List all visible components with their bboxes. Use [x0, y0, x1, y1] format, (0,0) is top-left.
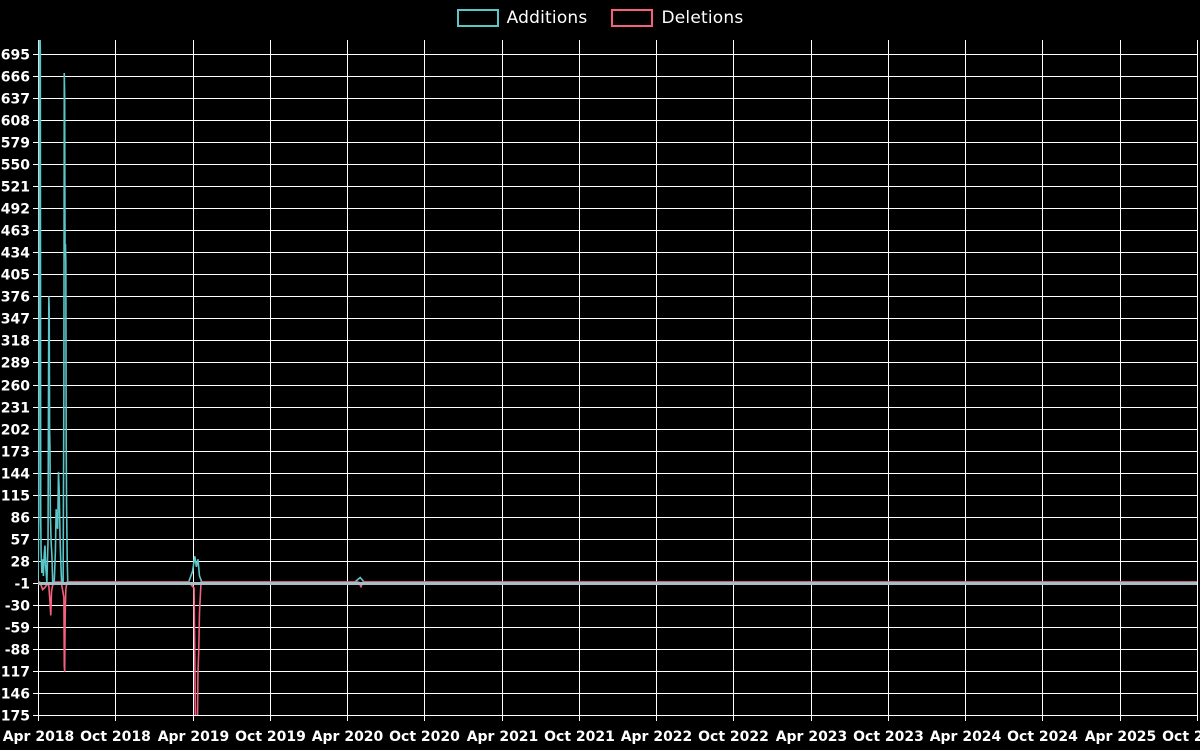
ytick-label: 434	[1, 246, 30, 262]
ytick-label: 521	[1, 180, 30, 196]
axis-labels: 695 666 637 608 579 550 521 492 463 434 405 376 347 3…	[0, 48, 1200, 746]
ytick-label: -30	[5, 599, 31, 615]
xtick-label: Oct 2022	[698, 729, 769, 745]
ytick-label: 405	[1, 268, 30, 284]
xtick-label: Oct 2023	[853, 729, 924, 745]
ytick-label: 289	[1, 356, 30, 372]
ytick-label: -88	[5, 643, 30, 659]
xtick-label: Apr 2022	[621, 729, 693, 745]
ytick-label: 86	[11, 511, 30, 527]
xtick-label: Apr 2020	[312, 729, 384, 745]
xtick-label: Oct 2018	[80, 729, 151, 745]
ytick-label: 202	[1, 423, 30, 439]
gridlines	[33, 40, 1198, 721]
series-line-additions	[38, 40, 1197, 583]
legend-additions-label: Additions	[506, 8, 588, 28]
ytick-label: 260	[1, 379, 30, 395]
ytick-label: 463	[1, 224, 30, 240]
xtick-label: Apr 2023	[776, 729, 848, 745]
xtick-label: Oct 2025	[1162, 729, 1200, 745]
xtick-label: Apr 2019	[158, 729, 230, 745]
ytick-label: 695	[1, 48, 30, 64]
xtick-label: Apr 2021	[467, 729, 539, 745]
ytick-label: -175	[0, 709, 30, 725]
ytick-label: 666	[1, 70, 30, 86]
ytick-label: 608	[1, 114, 30, 130]
ytick-label: 376	[1, 290, 30, 306]
series-line-deletions	[38, 581, 1197, 715]
legend-deletions[interactable]: Deletions	[611, 8, 743, 28]
legend-deletions-swatch	[611, 9, 654, 27]
xtick-label: Oct 2021	[544, 729, 615, 745]
xtick-label: Apr 2024	[930, 729, 1002, 745]
chart-legend: Additions Deletions	[0, 0, 1200, 36]
xtick-label: Apr 2025	[1085, 729, 1157, 745]
ytick-label: 347	[1, 312, 30, 328]
ytick-label: -1	[14, 577, 30, 593]
legend-additions[interactable]: Additions	[456, 8, 588, 28]
ytick-label: 57	[11, 533, 30, 549]
legend-additions-swatch	[456, 9, 499, 27]
ytick-label: 173	[1, 445, 30, 461]
legend-deletions-label: Deletions	[661, 8, 744, 28]
ytick-label: 28	[11, 555, 30, 571]
data-series	[38, 40, 1197, 715]
ytick-label: 144	[1, 467, 30, 483]
xtick-label: Oct 2019	[235, 729, 306, 745]
ytick-label: -59	[5, 621, 30, 637]
ytick-label: 579	[1, 136, 30, 152]
ytick-label: -146	[0, 687, 30, 703]
ytick-label: 115	[1, 489, 30, 505]
ytick-label: -117	[0, 665, 30, 681]
xtick-label: Oct 2024	[1007, 729, 1078, 745]
ytick-label: 318	[1, 334, 30, 350]
ytick-label: 492	[1, 202, 30, 218]
ytick-label: 231	[1, 401, 30, 417]
xtick-label: Apr 2018	[3, 729, 75, 745]
ytick-label: 637	[1, 92, 30, 108]
ytick-label: 550	[1, 158, 30, 174]
xtick-label: Oct 2020	[389, 729, 460, 745]
